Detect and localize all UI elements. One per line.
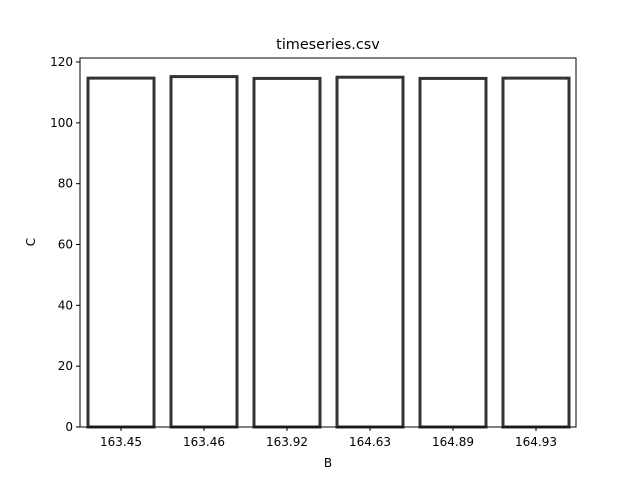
y-tick-label: 60	[58, 238, 73, 252]
bar-164.89	[418, 76, 488, 429]
x-axis-ticks: 163.45 163.46 163.92 164.63 164.89 164.93	[100, 427, 557, 449]
x-tick-label: 163.46	[183, 435, 225, 449]
x-tick-label: 164.93	[515, 435, 557, 449]
bar-163.46	[169, 75, 239, 429]
y-tick-label: 120	[50, 55, 73, 69]
y-tick-label: 20	[58, 359, 73, 373]
y-tick-label: 0	[65, 420, 73, 434]
y-axis-ticks: 0 20 40 60 80 100 120	[50, 55, 80, 434]
x-tick-label: 164.89	[432, 435, 474, 449]
y-tick-label: 100	[50, 116, 73, 130]
chart-title: timeseries.csv	[276, 37, 380, 53]
plot-frame	[79, 57, 577, 428]
y-tick-label: 80	[58, 177, 73, 191]
bar-164.63	[335, 75, 405, 429]
bar-163.45	[86, 76, 156, 429]
y-tick-label: 40	[58, 298, 73, 312]
x-tick-label: 163.92	[266, 435, 308, 449]
bars-group	[86, 75, 571, 429]
bar-163.92	[252, 76, 322, 429]
x-axis-label: B	[324, 456, 332, 470]
x-tick-label: 163.45	[100, 435, 142, 449]
bar-164.93	[501, 76, 571, 429]
y-axis-label: C	[24, 238, 38, 246]
x-tick-label: 164.63	[349, 435, 391, 449]
